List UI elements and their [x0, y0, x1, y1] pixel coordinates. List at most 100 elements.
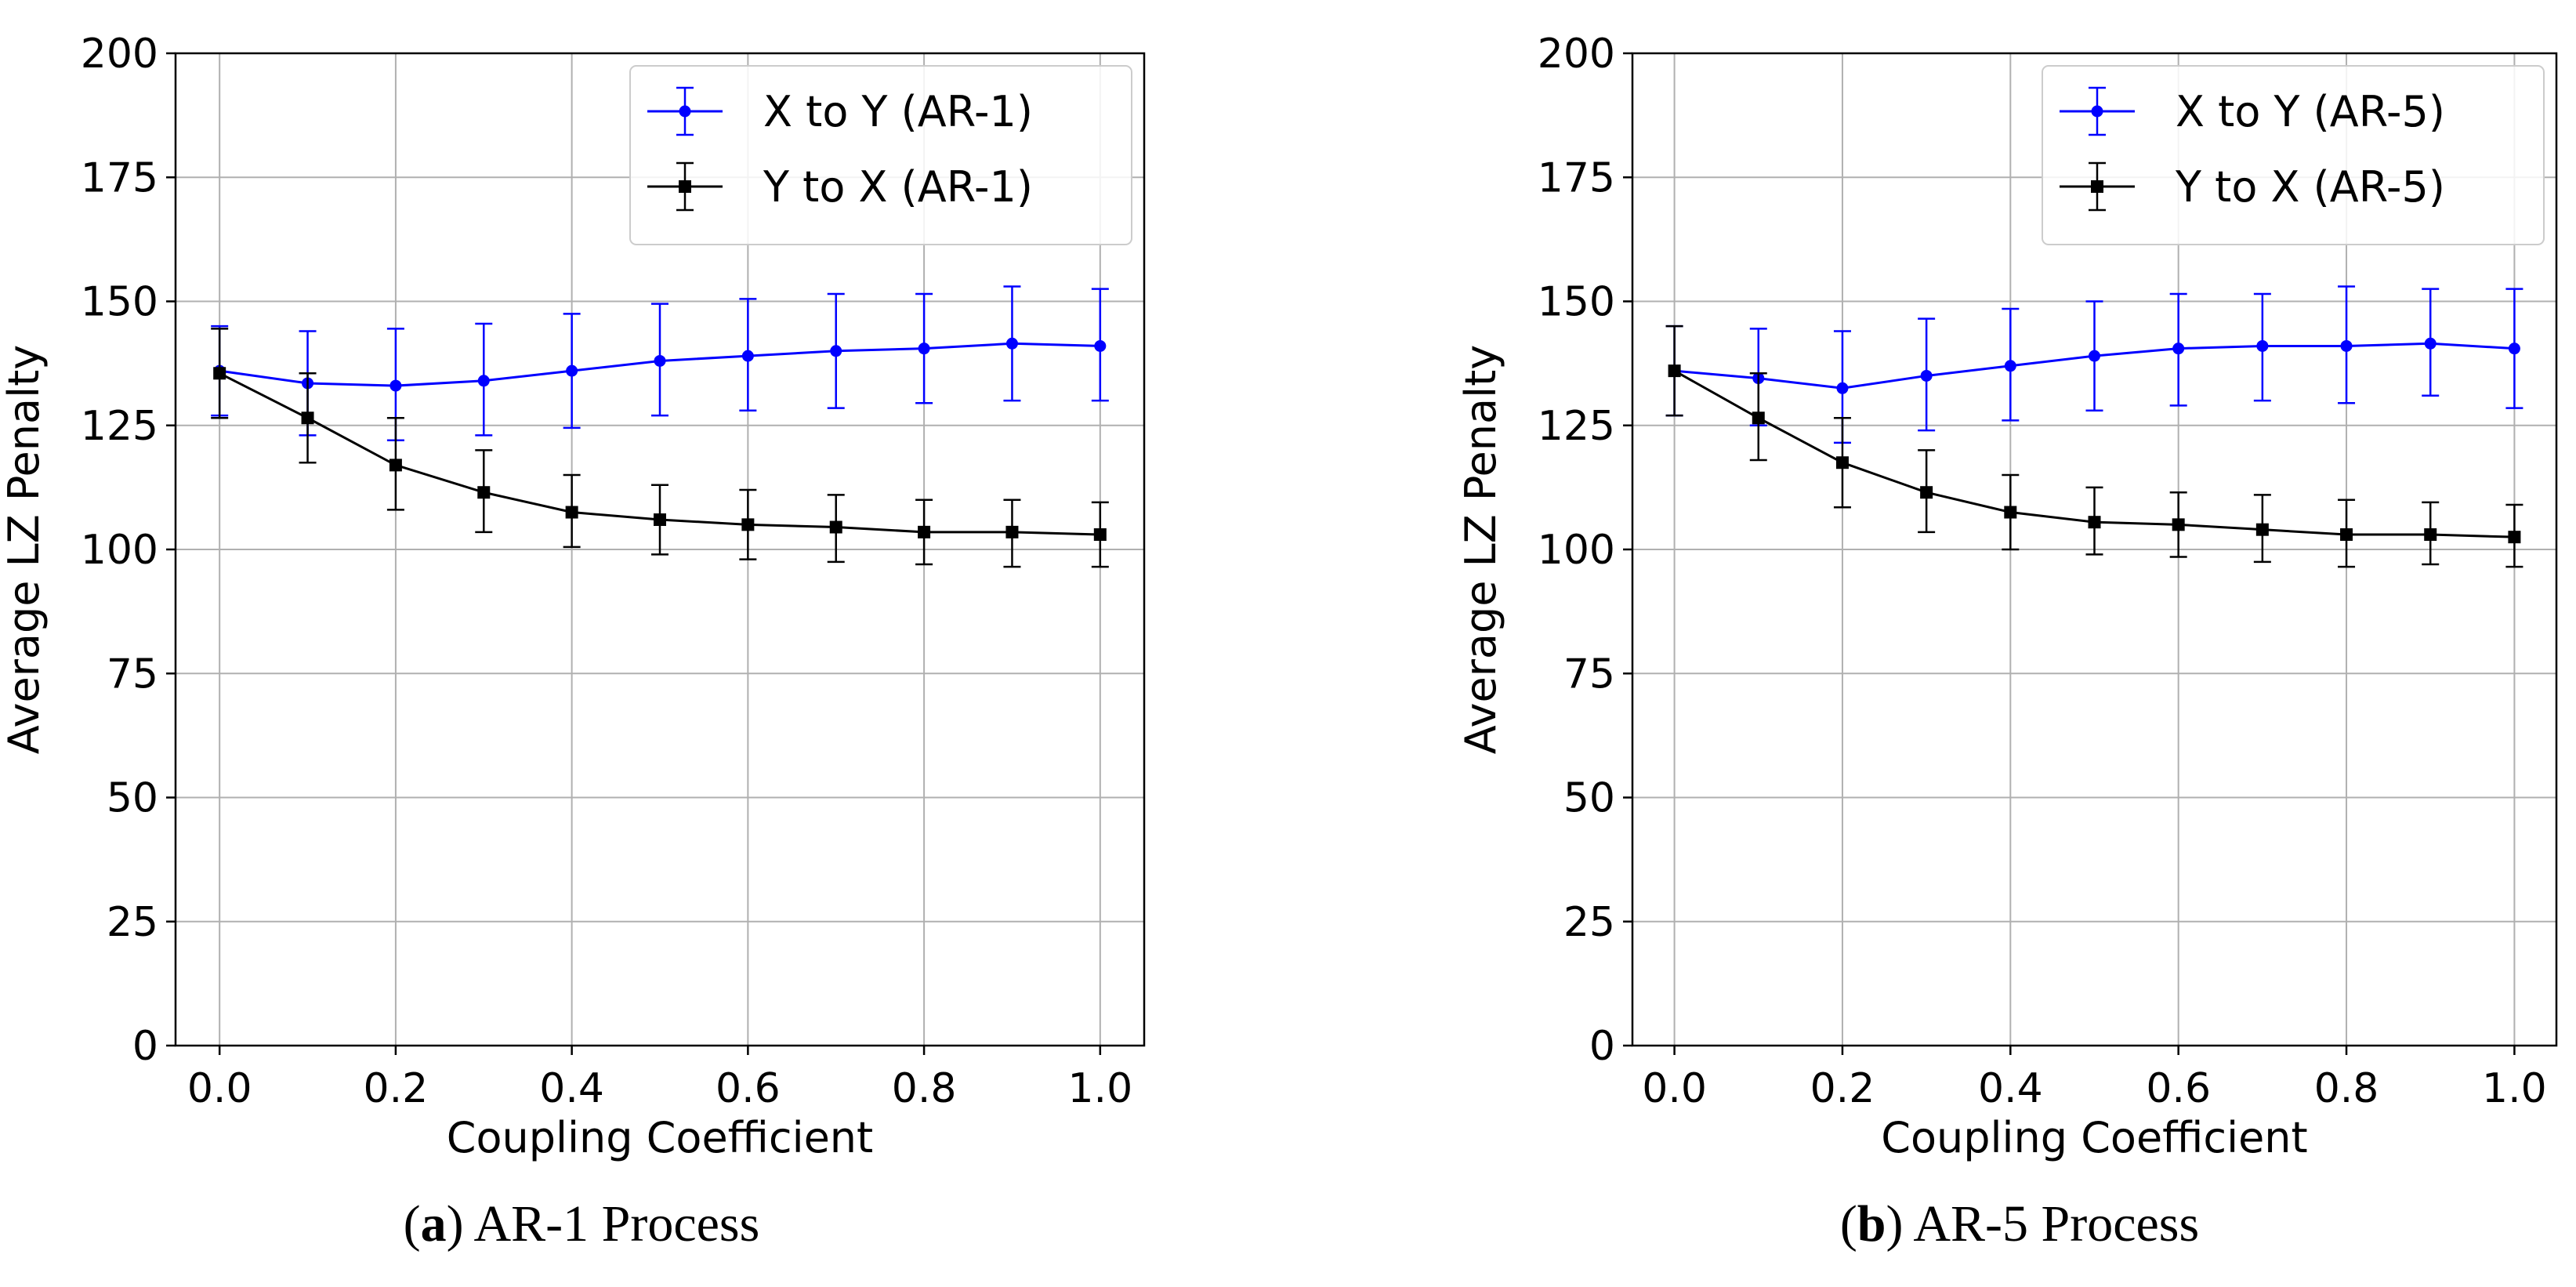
series-y-to-x: [1665, 324, 2523, 568]
y-axis-label: Average LZ Penalty: [1456, 345, 1505, 754]
y-tick-label: 25: [107, 899, 158, 946]
legend-box: [629, 65, 1132, 245]
data-point: [477, 375, 490, 387]
caption-paren-close: ): [1886, 1195, 1914, 1253]
x-tick-label: 0.6: [2146, 1065, 2211, 1112]
y-tick-label: 25: [1563, 899, 1615, 946]
data-point: [389, 459, 402, 472]
x-tick-label: 0.2: [364, 1065, 429, 1112]
x-tick-label: 0.0: [1642, 1065, 1707, 1112]
data-point: [2088, 516, 2101, 529]
x-tick-label: 0.2: [1810, 1065, 1875, 1112]
caption-letter: b: [1857, 1195, 1886, 1253]
caption-text: AR-1 Process: [474, 1195, 760, 1253]
data-point: [654, 354, 666, 367]
y-tick-label: 75: [107, 651, 158, 698]
x-axis-label: Coupling Coefficient: [447, 1113, 873, 1162]
x-tick-label: 0.4: [1978, 1065, 2043, 1112]
data-point: [566, 364, 578, 377]
caption-paren-open: (: [404, 1195, 421, 1253]
chart-panel-b: 0 25 50 75 100 125 150 175 200 0.0 0.2 0.4 0.6 0.8 1.0…: [1456, 31, 2558, 1253]
data-point: [565, 506, 578, 519]
legend-box: [2042, 65, 2545, 245]
data-point: [829, 520, 842, 534]
series-x-to-y: [1665, 285, 2523, 444]
y-tick-label: 150: [1538, 279, 1615, 326]
data-point: [1920, 486, 1933, 499]
caption-text: AR-5 Process: [1913, 1195, 2199, 1253]
y-tick-label: 175: [1538, 154, 1615, 201]
data-point: [2340, 528, 2353, 542]
series-y-to-x: [211, 328, 1109, 568]
data-point: [2004, 506, 2017, 519]
series-x-to-y: [211, 285, 1109, 441]
legend-label: X to Y (AR-1): [763, 87, 1033, 136]
data-point: [213, 367, 226, 380]
legend-marker: [679, 105, 691, 118]
legend-marker: [2091, 180, 2103, 193]
legend: X to Y (AR-1) Y to X (AR-1): [629, 65, 1132, 245]
data-point: [2004, 360, 2016, 372]
y-tick-label: 175: [81, 154, 158, 201]
data-point: [918, 343, 930, 355]
y-axis-label: Average LZ Penalty: [0, 345, 49, 754]
y-tick-label: 125: [1538, 403, 1615, 450]
x-tick-label: 0.8: [2314, 1065, 2379, 1112]
data-point: [2424, 337, 2437, 350]
data-point: [1835, 456, 1849, 469]
legend-label: Y to X (AR-1): [763, 162, 1033, 212]
y-tick-label: 100: [1538, 527, 1615, 574]
data-point: [1836, 382, 1849, 394]
y-tick-label: 0: [132, 1023, 158, 1070]
legend: X to Y (AR-5) Y to X (AR-5): [2042, 65, 2545, 245]
data-point: [2172, 518, 2185, 531]
y-tick-label: 50: [107, 775, 158, 822]
y-tick-label: 50: [1563, 775, 1615, 822]
data-point: [2255, 523, 2269, 536]
data-point: [1005, 337, 1018, 350]
data-point: [918, 525, 931, 538]
y-tick-label: 75: [1563, 651, 1615, 698]
data-point: [2508, 343, 2520, 355]
caption-letter: a: [421, 1195, 447, 1253]
x-tick-label: 0.8: [892, 1065, 957, 1112]
data-point: [2340, 339, 2353, 352]
caption-paren-open: (: [1840, 1195, 1857, 1253]
y-tick-label: 0: [1589, 1023, 1615, 1070]
data-point: [1920, 369, 1933, 382]
data-point: [654, 513, 666, 527]
data-point: [2508, 531, 2521, 544]
chart-panel-a: 0 25 50 75 100 125 150 175 200 0.0 0.2 0.4 0.6 0.8 1.0…: [0, 31, 1146, 1253]
x-tick-label: 0.6: [716, 1065, 781, 1112]
data-point: [741, 350, 754, 362]
caption-paren-close: ): [447, 1195, 474, 1253]
y-tick-label: 200: [1538, 31, 1615, 78]
y-tick-label: 125: [81, 403, 158, 450]
data-point: [741, 518, 755, 531]
y-tick-label: 100: [81, 527, 158, 574]
x-axis-label: Coupling Coefficient: [1881, 1113, 2307, 1162]
data-point: [1668, 364, 1681, 378]
legend-label: Y to X (AR-5): [2175, 162, 2445, 212]
figure-caption: (a) AR-1 Process: [404, 1195, 760, 1253]
data-point: [477, 486, 491, 499]
data-point: [1093, 528, 1107, 542]
legend-marker: [679, 180, 691, 193]
x-tick-label: 0.0: [187, 1065, 252, 1112]
x-tick-label: 0.4: [539, 1065, 604, 1112]
data-point: [1752, 411, 1765, 425]
x-tick-label: 1.0: [2482, 1065, 2547, 1112]
data-point: [389, 379, 402, 392]
x-tick-label: 1.0: [1067, 1065, 1132, 1112]
legend-marker: [2091, 105, 2103, 118]
data-point: [1005, 525, 1019, 538]
y-tick-label: 150: [81, 279, 158, 326]
data-point: [2424, 528, 2437, 542]
figure-caption: (b) AR-5 Process: [1840, 1195, 2199, 1253]
legend-label: X to Y (AR-5): [2176, 87, 2445, 136]
data-point: [2089, 350, 2100, 362]
data-point: [2256, 339, 2269, 352]
data-point: [1094, 339, 1107, 352]
data-point: [830, 345, 842, 357]
